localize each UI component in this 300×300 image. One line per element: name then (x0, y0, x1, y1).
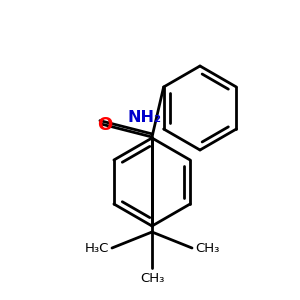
Text: NH₂: NH₂ (128, 110, 162, 125)
Text: CH₃: CH₃ (195, 242, 219, 254)
Text: O: O (98, 116, 112, 134)
Text: CH₃: CH₃ (140, 272, 164, 285)
Text: H₃C: H₃C (85, 242, 109, 254)
